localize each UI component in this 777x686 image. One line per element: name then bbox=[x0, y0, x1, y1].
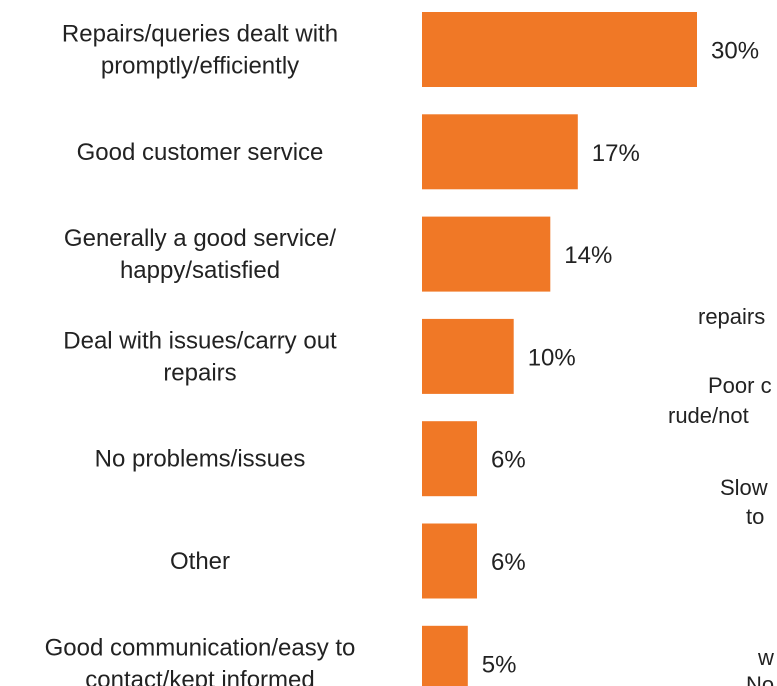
value-label-5: 6% bbox=[491, 549, 526, 576]
bar-4 bbox=[422, 421, 477, 497]
value-label-3: 10% bbox=[528, 344, 576, 371]
clipped-label-5: w bbox=[757, 645, 774, 670]
clipped-label-1: Poor c bbox=[708, 373, 772, 398]
bar-6 bbox=[422, 625, 468, 686]
value-label-2: 14% bbox=[564, 242, 612, 269]
bar-3 bbox=[422, 318, 514, 394]
bar-5 bbox=[422, 523, 477, 599]
category-label-4-line-0: No problems/issues bbox=[95, 446, 306, 473]
category-label-3-line-1: repairs bbox=[163, 359, 236, 386]
category-label-3-line-0: Deal with issues/carry out bbox=[63, 327, 337, 354]
value-label-0: 30% bbox=[711, 38, 759, 65]
category-label-6-line-1: contact/kept informed bbox=[85, 666, 314, 686]
value-label-6: 5% bbox=[482, 651, 517, 678]
bar-0 bbox=[422, 12, 697, 87]
category-label-2-line-0: Generally a good service/ bbox=[64, 225, 336, 252]
category-label-0-line-0: Repairs/queries dealt with bbox=[62, 21, 338, 48]
category-label-5-line-0: Other bbox=[170, 548, 230, 575]
bars-group bbox=[422, 12, 697, 686]
clipped-label-3: Slow bbox=[720, 475, 768, 500]
clipped-second-panel-labels: repairs Poor c rude/not Slow to w No bbox=[668, 304, 774, 686]
value-labels-group: 30% 17% 14% 10% 6% 6% 5% bbox=[482, 38, 759, 679]
clipped-label-0: repairs bbox=[698, 304, 765, 329]
category-label-0-line-1: promptly/efficiently bbox=[101, 53, 299, 80]
category-label-1-line-0: Good customer service bbox=[77, 139, 324, 166]
value-label-1: 17% bbox=[592, 140, 640, 167]
value-label-4: 6% bbox=[491, 447, 526, 474]
bar-2 bbox=[422, 216, 551, 292]
category-label-6-line-0: Good communication/easy to bbox=[45, 634, 356, 661]
clipped-label-4: to bbox=[746, 504, 764, 529]
category-label-2-line-1: happy/satisfied bbox=[120, 257, 280, 284]
category-labels-group: Repairs/queries dealt with promptly/effic… bbox=[45, 21, 356, 686]
clipped-label-2: rude/not bbox=[668, 403, 749, 428]
bar-1 bbox=[422, 114, 578, 190]
clipped-label-6: No bbox=[746, 672, 774, 686]
